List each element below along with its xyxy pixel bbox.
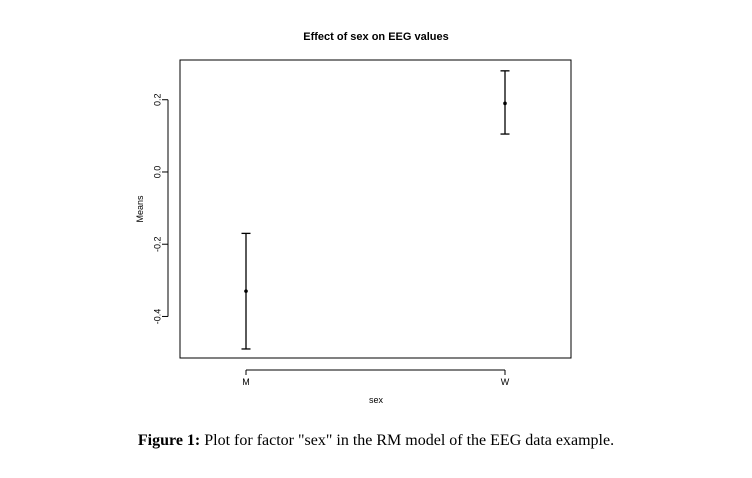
figure-label: Figure 1: [137,432,201,449]
mean-point [503,101,507,106]
x-tick-label: W [501,377,510,387]
y-tick-label: 0.2 [152,93,162,106]
plot-frame [179,59,572,359]
figure-caption-text: Plot for factor "sex" in the RM model of… [200,432,615,449]
y-tick-label: 0.0 [152,166,162,179]
error-bars [241,70,510,350]
y-tick-label: -0.2 [152,236,162,252]
y-axis-label: Means [135,195,145,223]
mean-point [244,289,248,293]
figure-caption: Figure 1: Plot for factor "sex" in the R… [0,432,752,450]
y-tick-label: -0.4 [152,309,162,325]
chart-title: Effect of sex on EEG values [303,31,449,43]
x-axis-label: sex [369,395,384,405]
chart: Effect of sex on EEG values -0.4 -0.2 0.0 0… [135,31,572,405]
x-tick-label: M [242,377,250,387]
y-axis-ticks: -0.4 -0.2 0.0 0.2 [152,93,168,324]
